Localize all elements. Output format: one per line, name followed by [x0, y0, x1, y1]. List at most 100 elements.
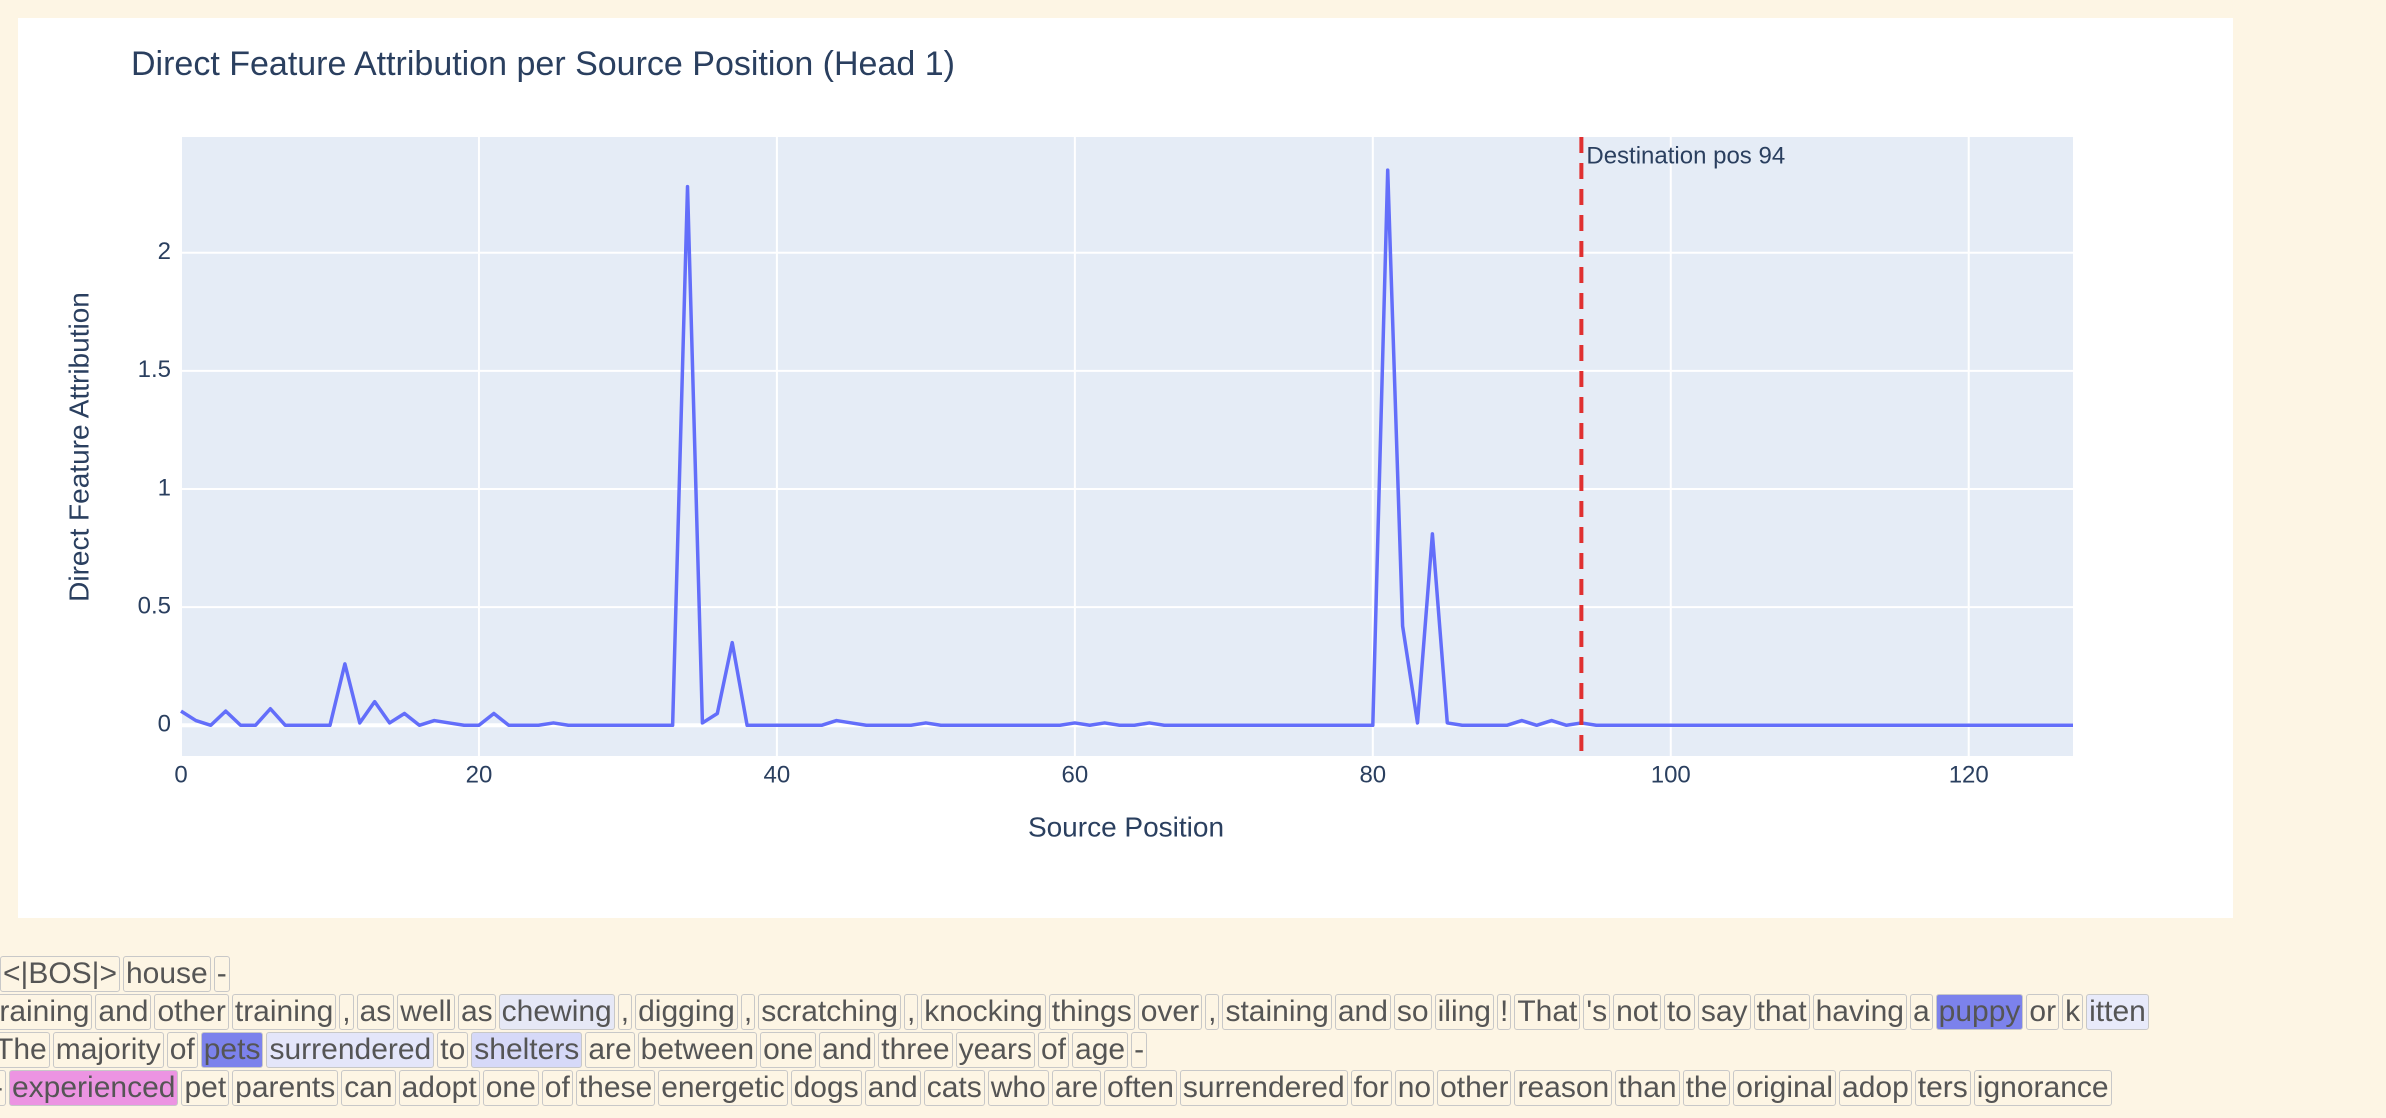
token: training [231, 994, 337, 1030]
token: knocking [921, 994, 1046, 1030]
token: things [1048, 994, 1135, 1030]
token: or [2026, 994, 2060, 1030]
x-tick-label: 120 [1949, 761, 1989, 788]
token: staining [1222, 994, 1332, 1030]
token: for [1350, 1070, 1392, 1106]
token: ! [1496, 994, 1512, 1030]
x-tick-label: 0 [174, 761, 187, 788]
token: digging [635, 994, 738, 1030]
token: , [617, 994, 633, 1030]
token: scratching [758, 994, 901, 1030]
token: no [1394, 1070, 1435, 1106]
token: of [166, 1032, 198, 1068]
token: to [1663, 994, 1695, 1030]
token: age [1072, 1032, 1129, 1068]
token: ters [1914, 1070, 1971, 1106]
token: training [0, 994, 93, 1030]
token: cats [923, 1070, 985, 1106]
token: majority [52, 1032, 164, 1068]
token: of [1037, 1032, 1070, 1068]
token: - [213, 956, 230, 992]
token-row: -experiencedpetparentscanadoptoneofthese… [0, 1069, 2386, 1107]
token: and [95, 994, 152, 1030]
x-tick-label: 60 [1062, 761, 1089, 788]
token: other [154, 994, 229, 1030]
token: can [341, 1070, 396, 1106]
token: pet [181, 1070, 230, 1106]
token: who [987, 1070, 1049, 1106]
token: shelters [471, 1032, 583, 1068]
token-row: The majority of pets surrendered to shelters ar… [0, 1031, 2386, 1069]
token: house [122, 956, 211, 992]
token: one [760, 1032, 817, 1068]
token: itten [2086, 994, 2149, 1030]
x-tick-label: 40 [764, 761, 791, 788]
token: , [1205, 994, 1220, 1030]
token: the [1682, 1070, 1731, 1106]
y-tick-label: 0 [158, 711, 171, 738]
token: other [1437, 1070, 1512, 1106]
token: energetic [658, 1070, 788, 1106]
token: The [0, 1032, 50, 1068]
token: these [575, 1070, 656, 1106]
token: - [0, 1070, 6, 1106]
y-tick-label: 1.5 [138, 356, 171, 383]
token: of [541, 1070, 573, 1106]
token: having [1812, 994, 1907, 1030]
token: and [819, 1032, 876, 1068]
token: as [457, 994, 496, 1030]
token: that [1753, 994, 1810, 1030]
token: adopt [398, 1070, 480, 1106]
x-axis-title: Source Position [1028, 811, 1224, 842]
token: often [1104, 1070, 1177, 1106]
token: ignorance [1973, 1070, 2112, 1106]
token: than [1615, 1070, 1680, 1106]
token: <|BOS|> [0, 956, 120, 992]
token: over [1137, 994, 1203, 1030]
token-row: <|BOS|> house - [0, 955, 2386, 993]
chart: Direct Feature Attribution per Source Po… [18, 18, 2233, 918]
y-tick-label: 2 [158, 238, 171, 265]
token: well [397, 994, 455, 1030]
token: and [864, 1070, 921, 1106]
token: adop [1839, 1070, 1912, 1106]
token: a [1909, 994, 1933, 1030]
y-tick-label: 1 [158, 474, 171, 501]
token: are [585, 1032, 635, 1068]
token: surrendered [1179, 1070, 1348, 1106]
x-tick-label: 100 [1651, 761, 1691, 788]
token: puppy [1935, 994, 2024, 1030]
destination-label: Destination pos 94 [1586, 142, 1785, 169]
y-axis-title: Direct Feature Attribution [63, 292, 94, 602]
token: parents [232, 1070, 339, 1106]
token-display: <|BOS|> house - training and other training, as… [0, 955, 2386, 1107]
x-tick-label: 80 [1359, 761, 1386, 788]
token: , [903, 994, 919, 1030]
token: k [2062, 994, 2084, 1030]
token: surrendered [266, 1032, 435, 1068]
chart-title: Direct Feature Attribution per Source Po… [131, 45, 955, 83]
token: three [878, 1032, 953, 1068]
token: - [1131, 1032, 1148, 1068]
token: 's [1583, 994, 1611, 1030]
token: between [637, 1032, 758, 1068]
token: reason [1514, 1070, 1613, 1106]
plot-area [181, 137, 2073, 756]
token: and [1334, 994, 1391, 1030]
token: , [339, 994, 354, 1030]
token: pets [200, 1032, 264, 1068]
token: to [437, 1032, 469, 1068]
token: original [1733, 1070, 1837, 1106]
token: chewing [498, 994, 615, 1030]
token: as [356, 994, 395, 1030]
token: years [955, 1032, 1035, 1068]
data-line [180, 168, 2073, 728]
y-tick-label: 0.5 [138, 593, 171, 620]
x-tick-label: 20 [466, 761, 493, 788]
token: , [740, 994, 756, 1030]
token: dogs [790, 1070, 862, 1106]
token: so [1393, 994, 1432, 1030]
token: experienced [9, 1070, 179, 1106]
token: iling [1434, 994, 1494, 1030]
